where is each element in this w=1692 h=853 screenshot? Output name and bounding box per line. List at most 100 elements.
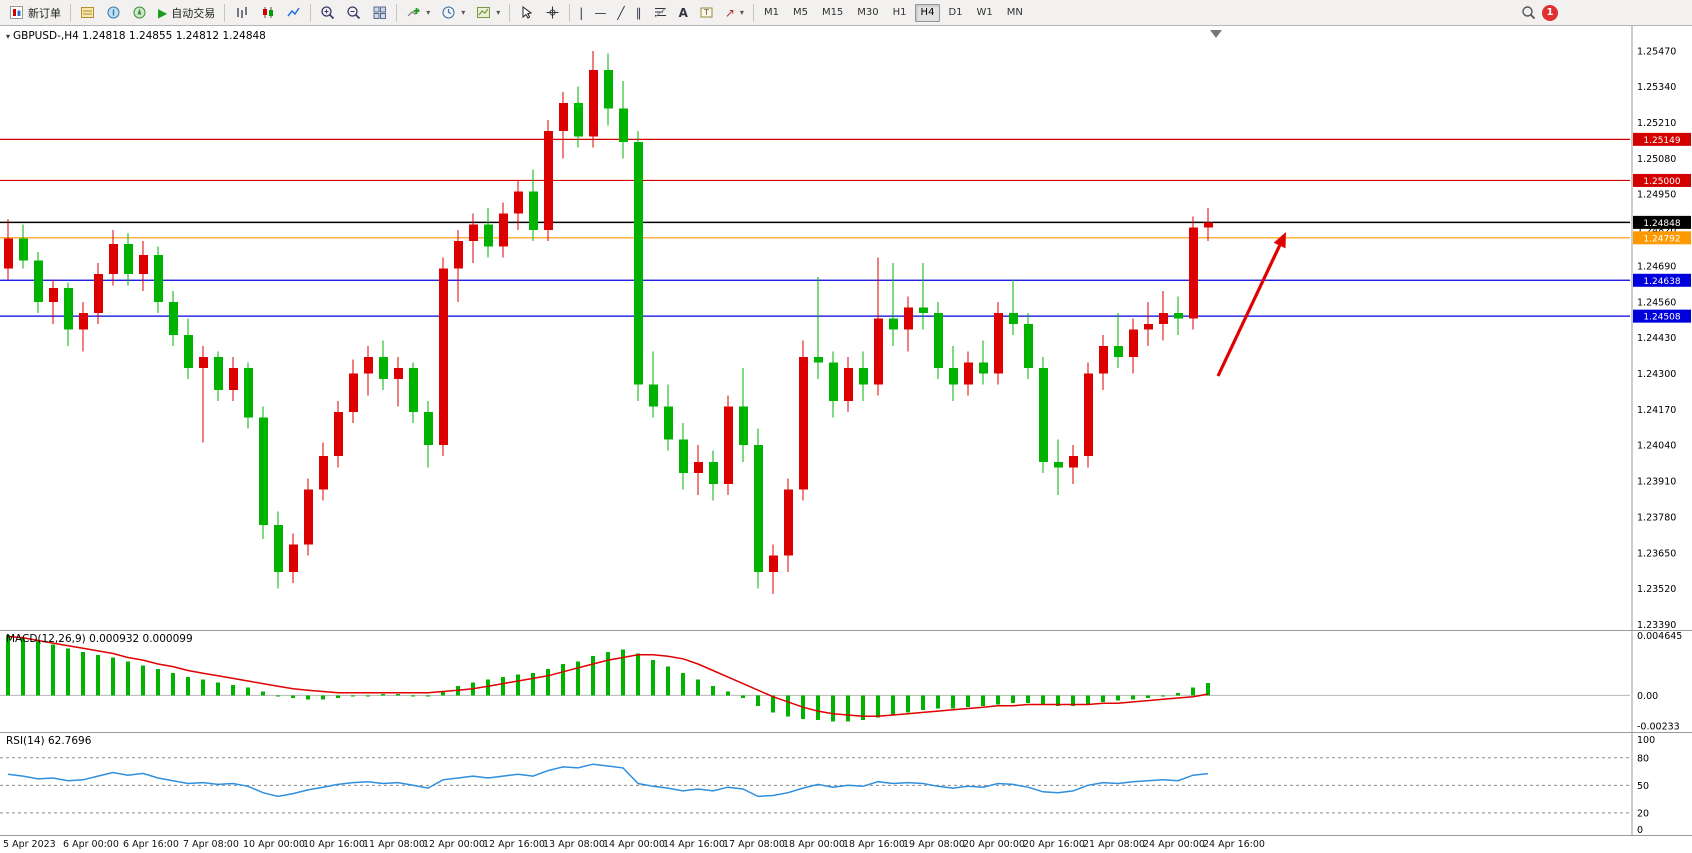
svg-text:1.25149: 1.25149 (1643, 136, 1680, 146)
rsi-value: 62.7696 (47, 735, 92, 747)
timeframe-button-M30[interactable]: M30 (851, 4, 884, 22)
tile-windows-button[interactable] (367, 2, 392, 24)
horizontal-lines-layer[interactable] (0, 138, 1630, 317)
svg-text:0.00: 0.00 (1637, 691, 1658, 702)
crosshair-button[interactable] (540, 2, 565, 24)
vertical-line-button[interactable]: | (574, 2, 588, 24)
timeframe-button-M1[interactable]: M1 (758, 4, 785, 22)
time-axis-label: 12 Apr 16:00 (483, 839, 545, 850)
text-label-icon: T (700, 7, 713, 18)
zoom-out-button[interactable] (341, 2, 366, 24)
time-axis-label: 21 Apr 08:00 (1083, 839, 1145, 850)
market-watch-button[interactable] (75, 2, 100, 24)
search-button[interactable] (1516, 2, 1541, 24)
timeframe-button-D1[interactable]: D1 (942, 4, 968, 22)
text-button[interactable]: A (674, 2, 693, 24)
svg-text:1.23650: 1.23650 (1637, 548, 1676, 559)
svg-text:1.24300: 1.24300 (1637, 369, 1676, 380)
timeframe-button-M15[interactable]: M15 (816, 4, 849, 22)
dropdown-caret-icon: ▾ (496, 8, 501, 17)
macd-signal-line (7, 635, 1209, 718)
tile-windows-icon (373, 6, 387, 19)
candlestick-layer[interactable] (4, 50, 1213, 595)
auto-trading-button[interactable]: ▶ 自动交易 (153, 2, 220, 24)
toolbar-separator (224, 3, 226, 22)
svg-text:1.25080: 1.25080 (1637, 154, 1676, 165)
time-axis-label: 12 Apr 00:00 (423, 839, 485, 850)
chart-shift-marker-icon[interactable] (1210, 30, 1222, 38)
time-axis-label: 20 Apr 16:00 (1023, 839, 1085, 850)
time-axis-label: 18 Apr 16:00 (843, 839, 905, 850)
toolbar-separator (509, 3, 511, 22)
timeframe-button-H4[interactable]: H4 (914, 3, 941, 22)
rsi-axis: 100 80 50 20 0 (1637, 735, 1655, 835)
rsi-panel-svg[interactable]: 100 80 50 20 0 (0, 732, 1692, 835)
svg-text:1.24690: 1.24690 (1637, 261, 1676, 272)
candlestick-chart-button[interactable] (255, 2, 280, 24)
time-axis[interactable]: 5 Apr 2023 6 Apr 00:00 6 Apr 16:00 7 Apr 08… (0, 835, 1692, 853)
time-axis-label: 18 Apr 00:00 (783, 839, 845, 850)
notification-badge[interactable]: 1 (1542, 4, 1558, 21)
svg-text:1.23780: 1.23780 (1637, 512, 1676, 523)
time-axis-label: 6 Apr 16:00 (123, 839, 179, 850)
trendline-button[interactable]: ╱ (612, 2, 629, 24)
rsi-name: RSI(14) (6, 735, 45, 747)
time-axis-label: 5 Apr 2023 (3, 839, 56, 850)
horizontal-line-button[interactable]: — (589, 2, 611, 24)
price-axis[interactable]: 1.25470 1.25340 1.25210 1.25080 1.24950 1.248… (1637, 46, 1676, 630)
time-axis-label: 24 Apr 16:00 (1203, 839, 1265, 850)
time-axis-label: 24 Apr 00:00 (1143, 839, 1205, 850)
line-chart-button[interactable] (281, 2, 306, 24)
rsi-line (7, 763, 1209, 798)
price-tags-layer: 1.25149 1.25000 1.24848 1.24792 1.24638 1.245… (1633, 132, 1691, 323)
toolbar-separator (752, 3, 754, 22)
period-button[interactable]: ▾ (436, 2, 470, 24)
navigator-button[interactable] (127, 2, 152, 24)
symbol-period-label: GBPUSD-,H4 (13, 30, 79, 42)
time-axis-label: 7 Apr 08:00 (183, 839, 239, 850)
arrow-tool-icon: ↗ (724, 5, 735, 20)
macd-panel-svg[interactable]: 0.004645 0.00 -0.00233 (0, 630, 1692, 732)
channel-button[interactable]: ∥ (631, 2, 647, 24)
svg-text:T: T (703, 8, 709, 17)
svg-text:1.24170: 1.24170 (1637, 405, 1676, 416)
templates-button[interactable]: ▾ (471, 2, 505, 24)
timeframe-button-H1[interactable]: H1 (887, 4, 913, 22)
toolbar: 新订单 ▶ 自动交易 (0, 0, 1692, 26)
svg-text:0.004645: 0.004645 (1637, 631, 1682, 642)
svg-text:1.23910: 1.23910 (1637, 477, 1676, 488)
horizontal-line-icon: — (594, 5, 607, 20)
timeframe-button-MN[interactable]: MN (1001, 4, 1029, 22)
bar-chart-button[interactable] (229, 2, 254, 24)
svg-text:0: 0 (1637, 825, 1643, 835)
svg-text:100: 100 (1637, 735, 1655, 746)
indicators-button[interactable]: ▾ (401, 2, 435, 24)
market-watch-icon (81, 7, 94, 18)
svg-text:1.24950: 1.24950 (1637, 190, 1676, 201)
svg-text:1.25210: 1.25210 (1637, 118, 1676, 129)
chart-title: ▾ GBPUSD-,H4 1.24818 1.24855 1.24812 1.24… (6, 30, 266, 42)
timeframe-button-W1[interactable]: W1 (971, 4, 999, 22)
main-chart-svg[interactable]: 1.25470 1.25340 1.25210 1.25080 1.24950 1.248… (0, 26, 1692, 630)
fibonacci-icon (654, 7, 666, 18)
toolbar-separator (70, 3, 71, 22)
zoom-in-button[interactable] (315, 2, 340, 24)
arrows-button[interactable]: ↗ ▾ (720, 2, 749, 24)
svg-text:50: 50 (1637, 781, 1649, 792)
timeframe-button-M5[interactable]: M5 (787, 4, 814, 22)
indicators-icon (407, 8, 420, 17)
macd-histogram (6, 635, 1210, 722)
svg-text:1.24820: 1.24820 (1637, 226, 1676, 237)
time-axis-label: 20 Apr 00:00 (963, 839, 1025, 850)
data-window-button[interactable] (101, 2, 126, 24)
trend-arrow-annotation[interactable] (1216, 232, 1286, 377)
macd-axis: 0.004645 0.00 -0.00233 (1637, 631, 1682, 732)
text-label-button[interactable]: T (694, 2, 719, 24)
new-order-button[interactable]: 新订单 (4, 2, 66, 24)
new-order-icon (10, 6, 23, 19)
cursor-button[interactable] (514, 2, 539, 24)
time-axis-label: 14 Apr 16:00 (663, 839, 725, 850)
timeframe-group: M1 M5 M15 M30 H1 H4 D1 W1 MN (758, 3, 1029, 22)
macd-name: MACD(12,26,9) (6, 633, 86, 645)
fibonacci-button[interactable] (648, 2, 673, 24)
